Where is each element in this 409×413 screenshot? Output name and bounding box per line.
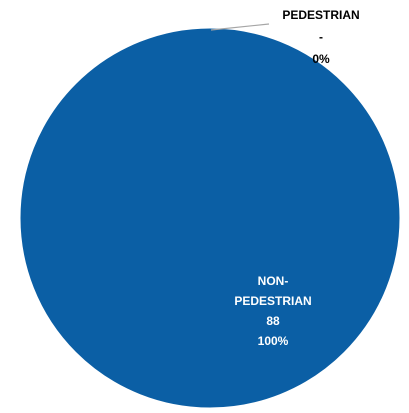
label-non-pedestrian-percent: 100%: [258, 334, 289, 348]
label-pedestrian-value: -: [319, 30, 323, 44]
leader-line-pedestrian: [210, 23, 270, 31]
label-non-pedestrian: NON- PEDESTRIAN 88 100%: [234, 274, 311, 348]
label-non-pedestrian-name-line2: PEDESTRIAN: [234, 294, 311, 308]
label-pedestrian: PEDESTRIAN - 0%: [282, 8, 359, 66]
label-non-pedestrian-name-line1: NON-: [258, 274, 289, 288]
slice-non-pedestrian: [19, 27, 401, 409]
label-pedestrian-percent: 0%: [312, 52, 330, 66]
label-pedestrian-name: PEDESTRIAN: [282, 8, 359, 22]
label-non-pedestrian-value: 88: [266, 314, 280, 328]
